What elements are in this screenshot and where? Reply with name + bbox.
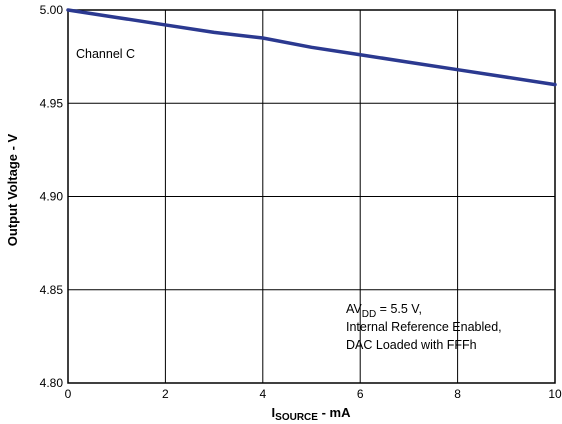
x-tick-label: 0 bbox=[65, 387, 72, 401]
x-tick-label: 6 bbox=[357, 387, 364, 401]
y-axis-title: Output Voltage - V bbox=[5, 133, 20, 246]
x-tick-labels: 0 2 4 6 8 10 bbox=[65, 387, 562, 401]
y-tick-label: 4.85 bbox=[40, 283, 64, 297]
x-tick-label: 4 bbox=[259, 387, 266, 401]
x-axis-title-subscript: SOURCE bbox=[275, 412, 318, 423]
conditions-line-3: DAC Loaded with FFFh bbox=[346, 338, 477, 352]
x-axis-title: ISOURCE - mA bbox=[272, 405, 352, 423]
series-line-channel-c bbox=[66, 8, 557, 87]
x-tick-label: 8 bbox=[454, 387, 461, 401]
y-tick-label: 4.90 bbox=[40, 190, 64, 204]
y-tick-labels: 4.80 4.85 4.90 4.95 5.00 bbox=[40, 3, 64, 390]
y-tick-label: 4.80 bbox=[40, 376, 64, 390]
y-tick-label: 5.00 bbox=[40, 3, 64, 17]
conditions-line-1: AVDD = 5.5 V, bbox=[346, 302, 422, 320]
x-tick-label: 10 bbox=[548, 387, 562, 401]
conditions-line-2: Internal Reference Enabled, bbox=[346, 320, 502, 334]
conditions-subscript: DD bbox=[362, 309, 376, 320]
conditions-line-1-tail: = 5.5 V, bbox=[376, 302, 422, 316]
plot-frame bbox=[67, 9, 556, 384]
conditions-prefix: AV bbox=[346, 302, 362, 316]
y-tick-label: 4.95 bbox=[40, 96, 64, 110]
x-axis-title-tail: - mA bbox=[318, 405, 351, 420]
series-label-channel-c: Channel C bbox=[76, 47, 135, 61]
x-axis-title-main: I bbox=[272, 405, 276, 420]
x-tick-label: 2 bbox=[162, 387, 169, 401]
